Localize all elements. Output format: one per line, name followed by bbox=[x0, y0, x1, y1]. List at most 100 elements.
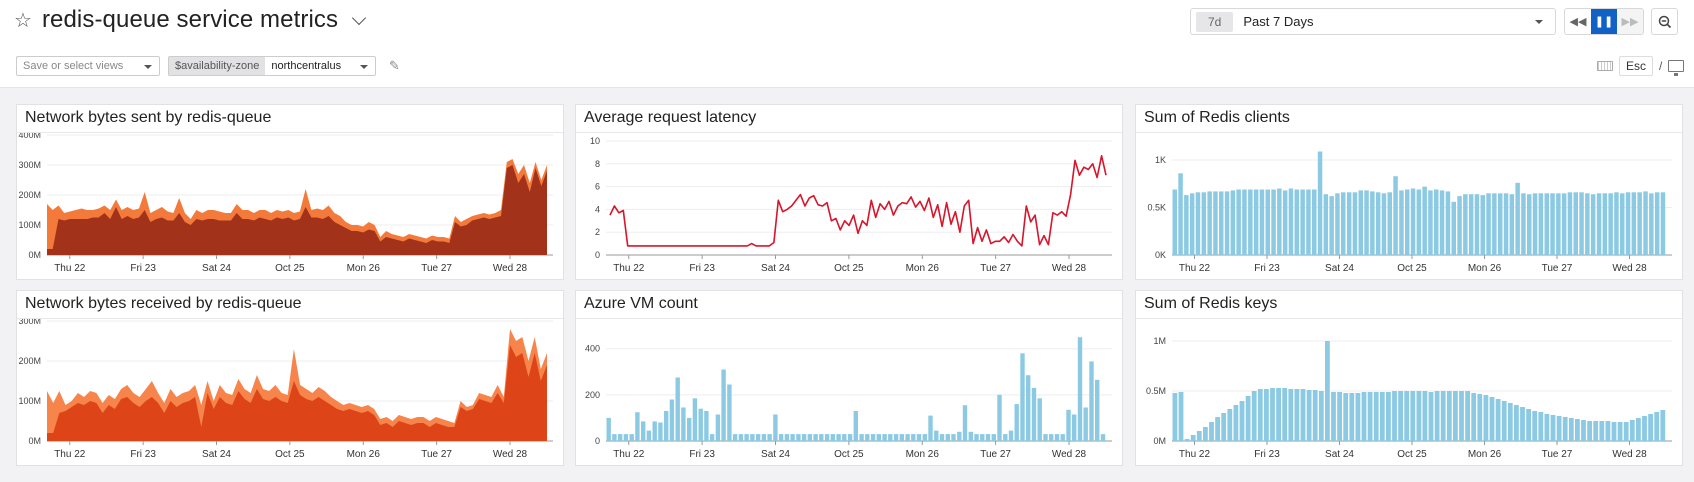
widget-azure-vm-count[interactable]: Azure VM count 0 200 400 Thu 22 Fri 23 Sat 24… bbox=[575, 290, 1123, 466]
bar bbox=[1561, 193, 1567, 255]
zoom-out-button[interactable] bbox=[1651, 8, 1678, 35]
bar bbox=[1381, 193, 1387, 255]
bar bbox=[1213, 191, 1218, 255]
bar bbox=[1245, 396, 1251, 441]
bar bbox=[1331, 392, 1336, 441]
bar bbox=[1361, 392, 1367, 441]
bar bbox=[1474, 194, 1480, 255]
bar bbox=[1422, 391, 1428, 441]
bar bbox=[1325, 341, 1330, 441]
fast-forward-icon[interactable]: ▶▶ bbox=[1617, 9, 1643, 34]
bar bbox=[1416, 391, 1422, 441]
bar bbox=[1654, 412, 1660, 441]
bar bbox=[1637, 192, 1642, 255]
y-tick-label: 0.5K bbox=[1147, 203, 1166, 213]
bar bbox=[807, 434, 812, 441]
bar bbox=[1471, 393, 1477, 441]
bar bbox=[1095, 379, 1100, 441]
bar bbox=[773, 414, 778, 441]
bar bbox=[1373, 392, 1379, 441]
bar bbox=[916, 434, 922, 441]
x-tick-label: Oct 25 bbox=[275, 449, 305, 460]
pause-icon[interactable]: ❚❚ bbox=[1591, 9, 1617, 34]
bar bbox=[1251, 391, 1257, 441]
x-tick-label: Sat 24 bbox=[202, 263, 231, 274]
template-variable-value[interactable]: northcentralus bbox=[265, 57, 375, 75]
bar bbox=[1556, 193, 1561, 255]
bar bbox=[836, 434, 841, 441]
widget-network-received[interactable]: Network bytes received by redis-queue 0M… bbox=[16, 290, 564, 466]
bar bbox=[1596, 193, 1602, 255]
bar bbox=[1643, 191, 1648, 255]
widget-redis-keys[interactable]: Sum of Redis keys 0M 0.5M 1M Thu 22 Fri 23 Sa… bbox=[1135, 290, 1683, 466]
bar bbox=[847, 434, 853, 441]
bar bbox=[767, 434, 772, 441]
bar bbox=[1300, 389, 1306, 441]
chevron-down-icon[interactable] bbox=[352, 10, 367, 25]
bar bbox=[1172, 189, 1177, 255]
y-tick-label: 1M bbox=[1153, 336, 1166, 346]
bar bbox=[1486, 193, 1491, 255]
bar bbox=[1489, 397, 1495, 441]
x-tick-label: Sat 24 bbox=[202, 449, 231, 460]
timeframe-selector[interactable]: 7d Past 7 Days bbox=[1190, 8, 1556, 35]
chart-latency[interactable]: 0 2 4 6 8 10 Thu 22 Fri 23 Sat 24 Oct 25 Mon 26 Tue… bbox=[576, 133, 1122, 279]
bar bbox=[1323, 194, 1329, 255]
bar bbox=[1392, 391, 1397, 441]
chart-redis-keys[interactable]: 0M 0.5M 1M Thu 22 Fri 23 Sat 24 Oct 25 Mon 26 Tu… bbox=[1136, 319, 1682, 465]
x-tick-label: Mon 26 bbox=[1468, 449, 1502, 460]
bar bbox=[1060, 434, 1065, 441]
x-tick-label: Oct 25 bbox=[275, 263, 305, 274]
widget-latency[interactable]: Average request latency 0 2 4 6 8 10 Thu 22 Fri… bbox=[575, 104, 1123, 280]
bar bbox=[1355, 393, 1361, 441]
bar bbox=[801, 434, 807, 441]
zoom-out-icon bbox=[1658, 15, 1671, 28]
x-tick-label: Tue 27 bbox=[1542, 449, 1573, 460]
widget-title: Azure VM count bbox=[576, 291, 1122, 319]
widget-redis-clients[interactable]: Sum of Redis clients 0K 0.5K 1K Thu 22 Fri 2… bbox=[1135, 104, 1683, 280]
y-tick-label: 400M bbox=[18, 133, 41, 140]
x-tick-label: Wed 28 bbox=[493, 449, 528, 460]
rewind-icon[interactable]: ◀◀ bbox=[1569, 16, 1587, 28]
bar bbox=[1242, 189, 1247, 255]
bar bbox=[945, 434, 950, 441]
bar bbox=[1317, 151, 1323, 255]
pencil-icon[interactable]: ✎ bbox=[389, 58, 400, 73]
x-tick-label: Mon 26 bbox=[1468, 263, 1502, 274]
template-variable[interactable]: $availability-zone northcentralus bbox=[168, 56, 377, 76]
widget-network-sent[interactable]: Network bytes sent by redis-queue 0M 100M… bbox=[16, 104, 564, 280]
chart-redis-clients[interactable]: 0K 0.5K 1K Thu 22 Fri 23 Sat 24 Oct 25 Mon 26 Tu… bbox=[1136, 133, 1682, 279]
keyboard-icon[interactable] bbox=[1597, 61, 1613, 71]
timeframe-badge: 7d bbox=[1196, 11, 1234, 32]
y-tick-label: 0.5M bbox=[1146, 386, 1166, 396]
bar bbox=[899, 434, 904, 441]
y-tick-label: 300M bbox=[18, 160, 41, 170]
bar bbox=[1532, 193, 1538, 255]
chart-network-received[interactable]: 0M 100M 200M 300M Thu 22 Fri 23 Sat 24 Oct 25 Mo… bbox=[17, 319, 563, 465]
bar bbox=[704, 411, 709, 441]
x-tick-label: Oct 25 bbox=[1397, 449, 1427, 460]
star-icon[interactable]: ☆ bbox=[14, 9, 32, 32]
bar bbox=[664, 411, 669, 441]
y-tick-label: 0M bbox=[1153, 436, 1166, 446]
bar bbox=[1207, 191, 1212, 255]
bar bbox=[1445, 191, 1451, 255]
bar bbox=[934, 430, 939, 441]
bar bbox=[957, 431, 962, 441]
views-select[interactable]: Save or select views bbox=[16, 56, 160, 76]
bar bbox=[968, 431, 973, 441]
bar bbox=[870, 434, 876, 441]
bar bbox=[1271, 189, 1276, 255]
esc-key[interactable]: Esc bbox=[1619, 56, 1654, 76]
chart-azure-vm-count[interactable]: 0 200 400 Thu 22 Fri 23 Sat 24 Oct 25 Mon 26 Tue… bbox=[576, 319, 1122, 465]
x-tick-label: Mon 26 bbox=[347, 449, 381, 460]
monitor-icon[interactable] bbox=[1668, 60, 1685, 76]
bar bbox=[911, 434, 916, 441]
bar bbox=[1352, 192, 1358, 255]
bar bbox=[1581, 420, 1586, 441]
bar bbox=[813, 434, 818, 441]
bar bbox=[1387, 192, 1392, 255]
chart-network-sent[interactable]: 0M 100M 200M 300M 400M Thu 22 Fri 23 Sat 24 Oct … bbox=[17, 133, 563, 279]
bar bbox=[1031, 387, 1037, 441]
bar bbox=[1439, 190, 1445, 255]
